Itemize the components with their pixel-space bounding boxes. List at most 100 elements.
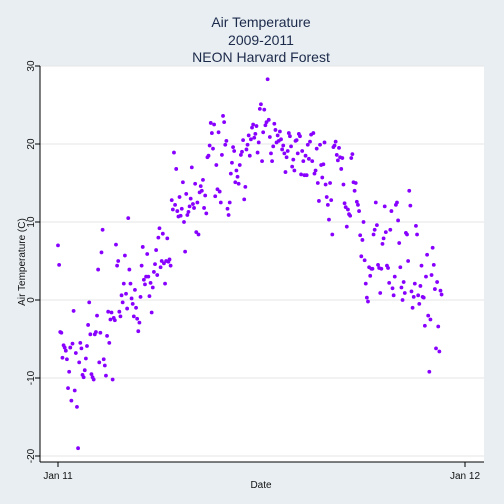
title-line-2: 2009-2011 — [228, 32, 294, 48]
data-point — [262, 107, 267, 112]
data-point — [406, 259, 411, 263]
data-point — [269, 151, 273, 156]
data-point — [71, 309, 76, 313]
data-point — [234, 168, 239, 173]
data-point — [395, 200, 399, 205]
data-point — [81, 375, 86, 380]
data-point — [390, 286, 395, 291]
data-point — [126, 216, 131, 221]
data-point — [252, 135, 257, 140]
data-point — [178, 213, 183, 218]
data-point — [104, 373, 108, 378]
data-point — [89, 372, 94, 376]
data-point — [107, 341, 112, 345]
data-point — [392, 274, 397, 279]
data-point — [154, 248, 159, 252]
data-point — [257, 107, 262, 111]
data-point — [192, 206, 196, 210]
data-point — [172, 150, 176, 155]
data-point — [419, 263, 424, 268]
data-point — [342, 201, 347, 206]
data-point — [100, 227, 105, 232]
data-point — [78, 341, 83, 345]
data-point — [422, 323, 427, 328]
data-point — [379, 266, 384, 271]
data-point — [414, 224, 418, 228]
data-point — [389, 209, 394, 213]
data-point — [201, 177, 205, 182]
x-axis-label: Date — [250, 480, 272, 491]
data-point — [376, 263, 380, 267]
data-point — [416, 293, 421, 298]
data-point — [352, 188, 357, 193]
data-point — [65, 357, 69, 362]
data-point — [102, 363, 107, 368]
data-point — [353, 181, 358, 185]
data-point — [203, 193, 208, 198]
data-point — [429, 273, 434, 277]
data-point — [63, 348, 68, 353]
data-point — [101, 357, 106, 362]
data-point — [198, 184, 203, 189]
data-point — [295, 151, 300, 156]
data-point — [88, 332, 93, 337]
data-point — [77, 360, 82, 365]
data-point — [224, 138, 229, 143]
data-point — [207, 143, 212, 148]
data-point — [147, 294, 152, 298]
data-point — [417, 302, 422, 306]
data-point — [167, 257, 172, 262]
data-point — [386, 266, 390, 270]
data-point — [328, 181, 332, 185]
data-point — [133, 287, 137, 292]
data-point — [333, 139, 338, 144]
data-point — [292, 168, 297, 173]
data-point — [436, 324, 441, 329]
data-point — [388, 227, 393, 232]
data-point — [173, 202, 177, 207]
data-point — [235, 174, 240, 179]
y-tick-label: 10 — [26, 216, 37, 228]
data-point — [411, 294, 416, 299]
data-point — [202, 206, 206, 210]
data-point — [254, 124, 259, 128]
data-point — [251, 122, 256, 127]
data-point — [282, 151, 287, 156]
data-point — [120, 300, 125, 305]
data-point — [155, 273, 160, 277]
data-point — [438, 288, 443, 293]
data-point — [370, 266, 375, 271]
data-point — [130, 302, 135, 306]
data-point — [350, 152, 355, 157]
data-point — [222, 120, 227, 125]
data-point — [329, 198, 334, 203]
data-point — [270, 159, 274, 164]
data-point — [69, 398, 74, 403]
data-point — [430, 245, 435, 250]
data-point — [82, 368, 87, 373]
data-point — [410, 305, 415, 310]
data-point — [140, 245, 145, 249]
data-point — [407, 188, 412, 193]
data-point — [68, 345, 73, 350]
data-point — [238, 153, 243, 157]
data-point — [226, 213, 231, 217]
data-point — [284, 155, 289, 160]
data-point — [223, 142, 228, 147]
data-point — [188, 196, 193, 201]
data-point — [425, 252, 429, 257]
data-point — [110, 377, 115, 382]
data-point — [95, 313, 99, 318]
data-point — [108, 317, 113, 322]
data-point — [249, 137, 253, 142]
data-point — [280, 147, 285, 152]
data-point — [206, 153, 211, 158]
data-point — [273, 128, 278, 132]
data-point — [182, 220, 186, 224]
y-tick-label: -20 — [26, 448, 37, 463]
data-point — [189, 165, 194, 170]
data-point — [185, 213, 190, 217]
data-point — [186, 209, 191, 214]
data-point — [303, 153, 308, 158]
